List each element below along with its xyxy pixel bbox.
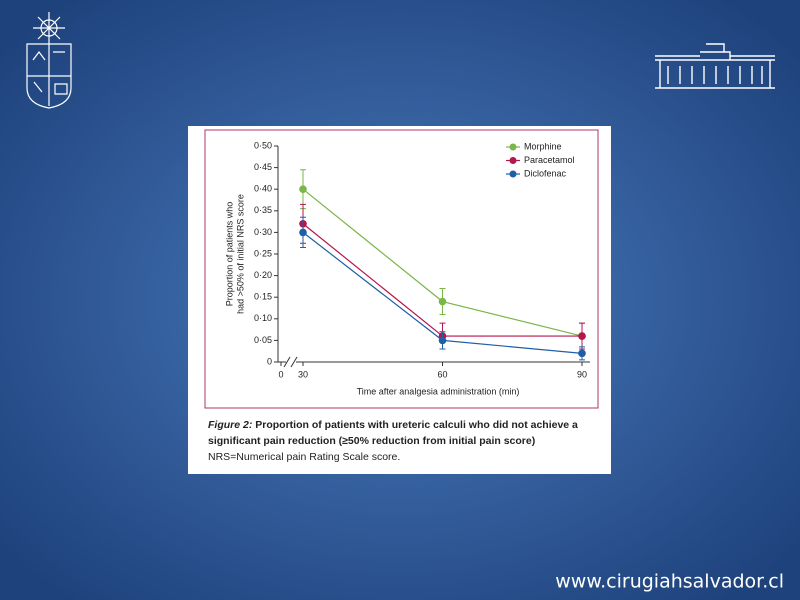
- data-point: [578, 332, 586, 340]
- building-logo: [655, 43, 775, 89]
- emblem-logo: [26, 12, 72, 109]
- y-tick-label: 0·45: [254, 162, 272, 172]
- x-tick-label: 90: [577, 369, 587, 379]
- y-axis-label: had >50% of initial NRS score: [235, 194, 245, 314]
- legend-label: Morphine: [524, 141, 562, 151]
- data-point: [578, 349, 586, 358]
- caption-label: Figure 2:: [208, 419, 252, 431]
- x-tick-label: 30: [298, 369, 308, 379]
- axis-break: [290, 356, 298, 368]
- y-tick-label: 0·40: [254, 184, 272, 194]
- y-tick-label: 0·05: [254, 335, 272, 345]
- data-point: [299, 228, 307, 237]
- caption-title-line: Proportion of patients with ureteric cal…: [252, 419, 578, 431]
- axis-break: [286, 356, 296, 368]
- y-tick-label: 0·20: [254, 270, 272, 280]
- legend-marker: [509, 170, 517, 178]
- website: www.cirugiahsalvador.cl: [555, 571, 784, 593]
- x-tick-label: 60: [437, 369, 447, 379]
- y-axis-label: Proportion of patients who: [224, 202, 234, 307]
- y-tick-label: 0·35: [254, 205, 272, 215]
- data-point: [438, 297, 447, 306]
- y-tick-label: 0·50: [254, 140, 272, 150]
- caption-title-line: significant pain reduction (≥50% reducti…: [208, 435, 535, 447]
- data-point: [438, 336, 447, 345]
- legend-label: Diclofenac: [524, 168, 567, 178]
- chart-frame: [204, 129, 599, 409]
- y-tick-label: 0·15: [254, 292, 272, 302]
- y-tick-label: 0: [267, 356, 272, 366]
- x-axis-label: Time after analgesia administration (min…: [357, 386, 520, 396]
- figure-panel: [188, 126, 611, 474]
- legend-marker: [509, 143, 517, 151]
- x-tick-label: 0: [278, 369, 283, 379]
- caption-note: NRS=Numerical pain Rating Scale score.: [208, 451, 400, 463]
- data-point: [299, 185, 307, 193]
- y-tick-label: 0·10: [254, 313, 272, 323]
- legend-label: Paracetamol: [524, 155, 575, 165]
- caption-title: Figure 2: Proportion of patients with ur…: [208, 419, 578, 431]
- legend-marker: [509, 157, 517, 164]
- axis-break: [283, 356, 291, 368]
- y-tick-label: 0·25: [254, 248, 272, 258]
- y-tick-label: 0·30: [254, 227, 272, 237]
